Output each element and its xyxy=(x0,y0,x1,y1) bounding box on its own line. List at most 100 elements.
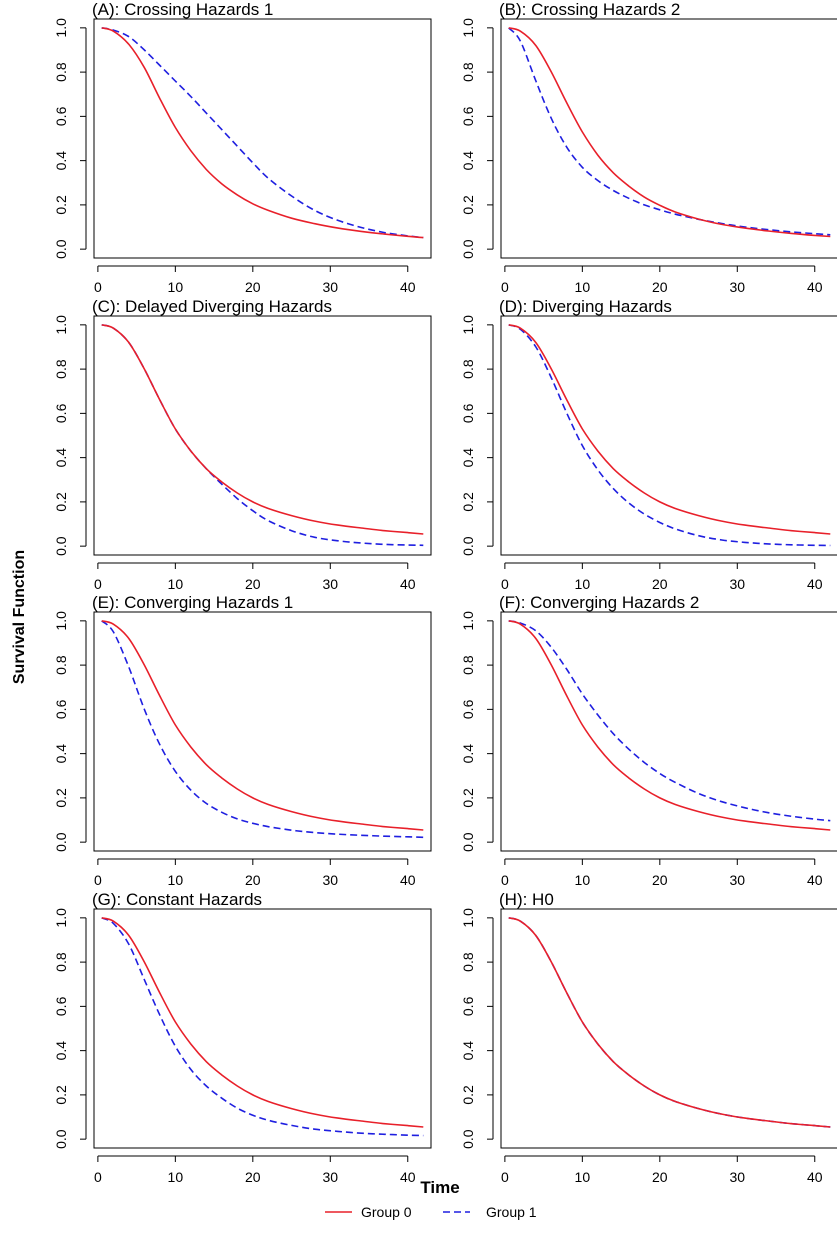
y-tick-label: 0.8 xyxy=(53,655,69,675)
x-tick-label: 10 xyxy=(168,279,184,295)
x-tick-label: 30 xyxy=(322,576,338,592)
y-tick-label: 0.4 xyxy=(460,744,476,764)
y-tick-label: 1.0 xyxy=(53,611,69,631)
x-tick-label: 20 xyxy=(652,872,668,888)
x-tick-label: 0 xyxy=(94,872,102,888)
x-tick-label: 40 xyxy=(400,576,416,592)
x-tick-label: 10 xyxy=(575,279,591,295)
series-line-group-1 xyxy=(508,324,831,547)
x-tick-label: 40 xyxy=(807,576,823,592)
panel-title: (C): Delayed Diverging Hazards xyxy=(92,297,332,316)
panel-title: (A): Crossing Hazards 1 xyxy=(92,0,273,19)
y-tick-label: 0.6 xyxy=(53,699,69,719)
y-tick-label: 0.2 xyxy=(53,1085,69,1105)
series-line-group-0 xyxy=(101,620,424,831)
y-tick-label: 0.8 xyxy=(53,62,69,82)
series-line-group-1 xyxy=(101,324,424,547)
panel-title: (H): H0 xyxy=(499,890,554,909)
y-tick-label: 0.8 xyxy=(53,952,69,972)
y-tick-label: 0.0 xyxy=(460,832,476,852)
y-tick-label: 0.2 xyxy=(53,492,69,512)
x-tick-label: 10 xyxy=(575,576,591,592)
y-tick-label: 0.6 xyxy=(460,403,476,423)
plot-frame xyxy=(500,18,837,259)
x-tick-label: 30 xyxy=(729,576,745,592)
x-tick-label: 40 xyxy=(807,279,823,295)
x-tick-label: 40 xyxy=(400,1169,416,1185)
y-tick-label: 0.8 xyxy=(460,952,476,972)
plot-frame xyxy=(93,18,432,259)
x-tick-label: 20 xyxy=(652,279,668,295)
plot-frame xyxy=(500,908,837,1149)
x-tick-label: 40 xyxy=(400,279,416,295)
x-tick-label: 10 xyxy=(575,1169,591,1185)
y-tick-label: 0.6 xyxy=(53,403,69,423)
panel-2: (C): Delayed Diverging Hazards 0 10 20 30 40 0… xyxy=(53,297,432,592)
x-tick-label: 20 xyxy=(245,279,261,295)
x-tick-label: 40 xyxy=(807,1169,823,1185)
series-line-group-0 xyxy=(508,27,831,238)
x-tick-label: 20 xyxy=(652,1169,668,1185)
y-tick-label: 0.8 xyxy=(460,655,476,675)
x-tick-label: 0 xyxy=(94,576,102,592)
x-tick-label: 30 xyxy=(729,872,745,888)
x-tick-label: 30 xyxy=(322,872,338,888)
panel-4: (E): Converging Hazards 1 0 10 20 30 40 0.0 0.2… xyxy=(53,593,432,888)
y-tick-label: 0.4 xyxy=(460,448,476,468)
y-tick-label: 0.6 xyxy=(53,106,69,126)
y-tick-label: 1.0 xyxy=(53,908,69,928)
series-line-group-0 xyxy=(508,324,831,535)
series-line-group-1 xyxy=(101,620,424,839)
panel-0: (A): Crossing Hazards 1 0 10 20 30 40 0.0 0.2 0.… xyxy=(53,0,432,295)
x-tick-label: 20 xyxy=(245,1169,261,1185)
x-tick-label: 10 xyxy=(575,872,591,888)
plot-frame xyxy=(93,611,432,852)
panel-3: (D): Diverging Hazards 0 10 20 30 40 0.0 0.2 0.4… xyxy=(460,297,837,592)
y-tick-label: 0.4 xyxy=(53,744,69,764)
series-line-group-0 xyxy=(508,620,831,831)
series-line-group-1 xyxy=(508,620,831,822)
x-tick-label: 40 xyxy=(807,872,823,888)
panel-title: (D): Diverging Hazards xyxy=(499,297,672,316)
y-tick-label: 0.2 xyxy=(460,1085,476,1105)
plot-frame xyxy=(93,908,432,1149)
x-tick-label: 0 xyxy=(501,279,509,295)
y-tick-label: 1.0 xyxy=(460,315,476,335)
y-tick-label: 0.0 xyxy=(460,536,476,556)
y-tick-label: 0.4 xyxy=(53,1041,69,1061)
y-tick-label: 1.0 xyxy=(460,18,476,38)
y-tick-label: 0.8 xyxy=(53,359,69,379)
panel-title: (E): Converging Hazards 1 xyxy=(92,593,293,612)
x-tick-label: 30 xyxy=(729,279,745,295)
x-tick-label: 0 xyxy=(94,279,102,295)
y-tick-label: 0.8 xyxy=(460,359,476,379)
y-tick-label: 0.4 xyxy=(460,151,476,171)
y-tick-label: 0.6 xyxy=(460,106,476,126)
y-tick-label: 1.0 xyxy=(53,315,69,335)
x-tick-label: 30 xyxy=(322,1169,338,1185)
y-tick-label: 0.2 xyxy=(53,788,69,808)
y-tick-label: 1.0 xyxy=(53,18,69,38)
panel-1: (B): Crossing Hazards 2 0 10 20 30 40 0.0 0.2 0.… xyxy=(460,0,837,295)
y-tick-label: 0.0 xyxy=(460,1129,476,1149)
y-tick-label: 0.0 xyxy=(460,239,476,259)
legend: Group 0 Group 1 xyxy=(325,1204,537,1220)
x-tick-label: 10 xyxy=(168,1169,184,1185)
panel-title: (F): Converging Hazards 2 xyxy=(499,593,699,612)
series-line-group-0 xyxy=(101,27,424,239)
x-tick-label: 20 xyxy=(245,576,261,592)
panel-7: (H): H0 0 10 20 30 40 0.0 0.2 0.4 0.6 0.8 1.0 xyxy=(460,890,837,1185)
y-tick-label: 0.2 xyxy=(460,788,476,808)
x-tick-label: 30 xyxy=(322,279,338,295)
plot-frame xyxy=(93,315,432,556)
y-tick-label: 0.4 xyxy=(53,151,69,171)
y-tick-label: 0.6 xyxy=(53,996,69,1016)
legend-label-group-0: Group 0 xyxy=(361,1204,412,1220)
x-tick-label: 30 xyxy=(729,1169,745,1185)
y-tick-label: 0.2 xyxy=(460,195,476,215)
x-tick-label: 0 xyxy=(501,872,509,888)
panel-grid: (A): Crossing Hazards 1 0 10 20 30 40 0.0 0.2 0.… xyxy=(53,0,837,1185)
panel-6: (G): Constant Hazards 0 10 20 30 40 0.0 0.2 0.4 0… xyxy=(53,890,432,1185)
panel-title: (B): Crossing Hazards 2 xyxy=(499,0,680,19)
y-axis-label: Survival Function xyxy=(11,550,28,684)
